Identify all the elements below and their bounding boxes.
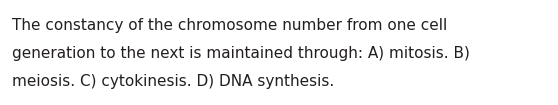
Text: The constancy of the chromosome number from one cell: The constancy of the chromosome number f… [12,18,448,33]
Text: meiosis. C) cytokinesis. D) DNA synthesis.: meiosis. C) cytokinesis. D) DNA synthesi… [12,74,334,89]
Text: generation to the next is maintained through: A) mitosis. B): generation to the next is maintained thr… [12,46,470,61]
